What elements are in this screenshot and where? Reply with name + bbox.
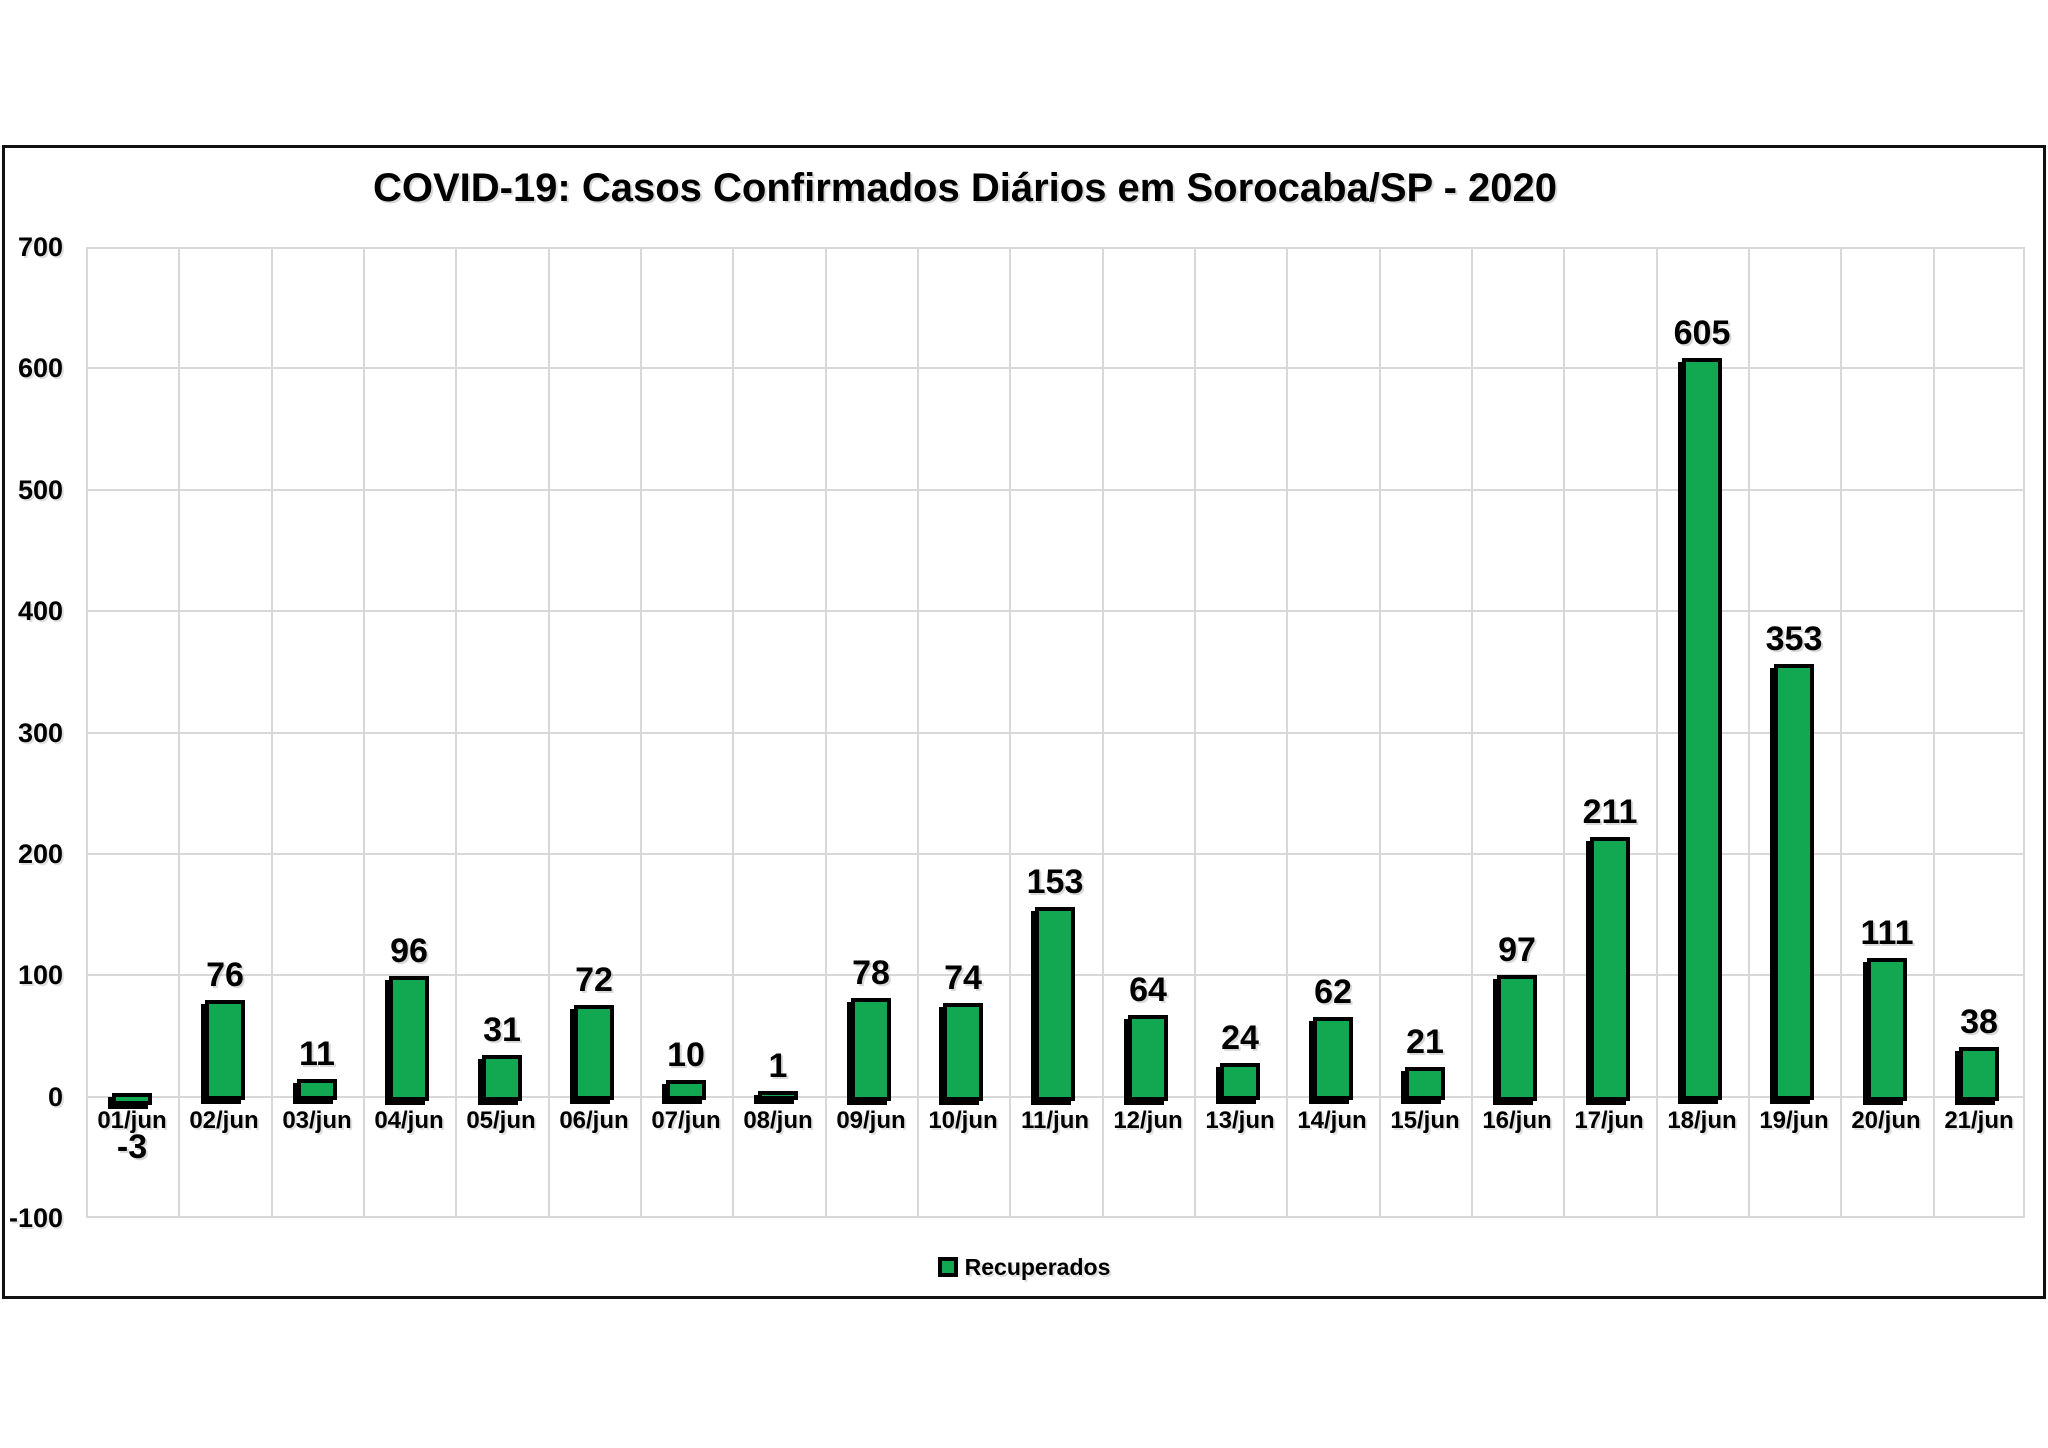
bar-17/jun [1590,837,1630,1101]
bar-value-label: 605 [1673,314,1731,352]
x-axis-label-17/jun: 17/jun [1574,1107,1644,1134]
y-axis-tick-label: 200 [17,839,63,869]
legend-label: Recuperados [964,1253,1111,1280]
bar-value-label: 24 [1221,1019,1259,1057]
bar-value-label: 74 [944,959,982,997]
gridline-horizontal [86,610,2025,612]
x-axis-label-12/jun: 12/jun [1113,1107,1183,1134]
gridline-horizontal [86,732,2025,734]
x-axis-label-11/jun: 11/jun [1020,1107,1090,1134]
bar-value-label: 21 [1406,1023,1444,1061]
bar-11/jun [1035,907,1075,1101]
bar-12/jun [1128,1015,1168,1101]
x-axis-label-13/jun: 13/jun [1205,1107,1275,1134]
x-axis-label-15/jun: 15/jun [1390,1107,1460,1134]
x-axis-label-14/jun: 14/jun [1297,1107,1367,1134]
bar-06/jun [574,1005,614,1100]
x-axis-label-05/jun: 05/jun [466,1107,536,1134]
bar-value-label: 76 [206,956,244,994]
bar-14/jun [1313,1017,1353,1100]
bar-10/jun [943,1003,983,1101]
bar-07/jun [666,1080,706,1100]
chart-title: COVID-19: Casos Confirmados Diários em S… [372,166,1558,210]
x-axis-label-16/jun: 16/jun [1482,1107,1552,1134]
y-axis-tick-label: -100 [8,1203,63,1233]
bar-19/jun [1774,664,1814,1100]
gridline-horizontal [86,1216,2025,1218]
gridline-horizontal [86,247,2025,249]
bar-value-label: 31 [483,1011,521,1049]
x-axis-label-04/jun: 04/jun [374,1107,444,1134]
bar-05/jun [482,1055,522,1101]
x-axis-label-19/jun: 19/jun [1759,1107,1829,1134]
bar-value-label: 72 [575,961,613,999]
x-axis-label-21/jun: 21/jun [1944,1107,2014,1134]
y-axis-tick-label: 0 [47,1082,63,1112]
bar-03/jun [297,1079,337,1100]
gridline-horizontal [86,853,2025,855]
bar-09/jun [851,998,891,1101]
bar-01/jun [112,1093,152,1105]
gridline-horizontal [86,367,2025,369]
x-axis-label-03/jun: 03/jun [282,1107,352,1134]
legend-swatch-recuperados [937,1257,958,1277]
bar-16/jun [1497,975,1537,1101]
bar-13/jun [1220,1063,1260,1100]
x-axis-label-18/jun: 18/jun [1667,1107,1737,1134]
x-axis-label-02/jun: 02/jun [189,1107,259,1134]
bar-value-label: -3 [116,1128,148,1166]
bar-08/jun [758,1091,798,1100]
y-axis-tick-label: 400 [17,596,63,626]
gridline-horizontal [86,489,2025,491]
bar-value-label: 97 [1498,931,1536,969]
y-axis-tick-label: 300 [17,718,63,748]
bar-value-label: 1 [768,1047,788,1085]
plot-area: -3 01/jun 76 02/jun 11 03/jun 96 04/jun 31 05/jun… [86,247,2025,1218]
bar-value-label: 211 [1582,793,1638,831]
bar-02/jun [205,1000,245,1100]
bar-value-label: 111 [1860,914,1914,952]
x-axis-label-01/jun: 01/jun [97,1107,167,1134]
y-axis-tick-label: 100 [17,960,63,990]
x-axis-label-06/jun: 06/jun [559,1107,629,1134]
x-axis-label-10/jun: 10/jun [928,1107,998,1134]
bar-value-label: 153 [1026,863,1084,901]
bar-value-label: 11 [299,1035,335,1073]
bar-18/jun [1682,358,1722,1100]
bar-21/jun [1959,1047,1999,1101]
y-axis-tick-label: 600 [17,353,63,383]
bar-value-label: 38 [1960,1003,1998,1041]
x-axis-label-08/jun: 08/jun [743,1107,813,1134]
bar-20/jun [1867,958,1907,1101]
bar-04/jun [389,976,429,1101]
bar-15/jun [1405,1067,1445,1100]
bar-value-label: 96 [390,932,428,970]
x-axis-label-20/jun: 20/jun [1851,1107,1921,1134]
y-axis-tick-label: 500 [17,475,63,505]
x-axis-label-07/jun: 07/jun [651,1107,721,1134]
x-axis-label-09/jun: 09/jun [836,1107,906,1134]
bar-value-label: 78 [852,954,890,992]
bar-value-label: 353 [1765,620,1823,658]
bar-value-label: 64 [1129,971,1167,1009]
bar-value-label: 10 [667,1036,705,1074]
legend: Recuperados [0,1251,2048,1283]
bar-value-label: 62 [1314,973,1352,1011]
y-axis-tick-label: 700 [17,232,63,262]
